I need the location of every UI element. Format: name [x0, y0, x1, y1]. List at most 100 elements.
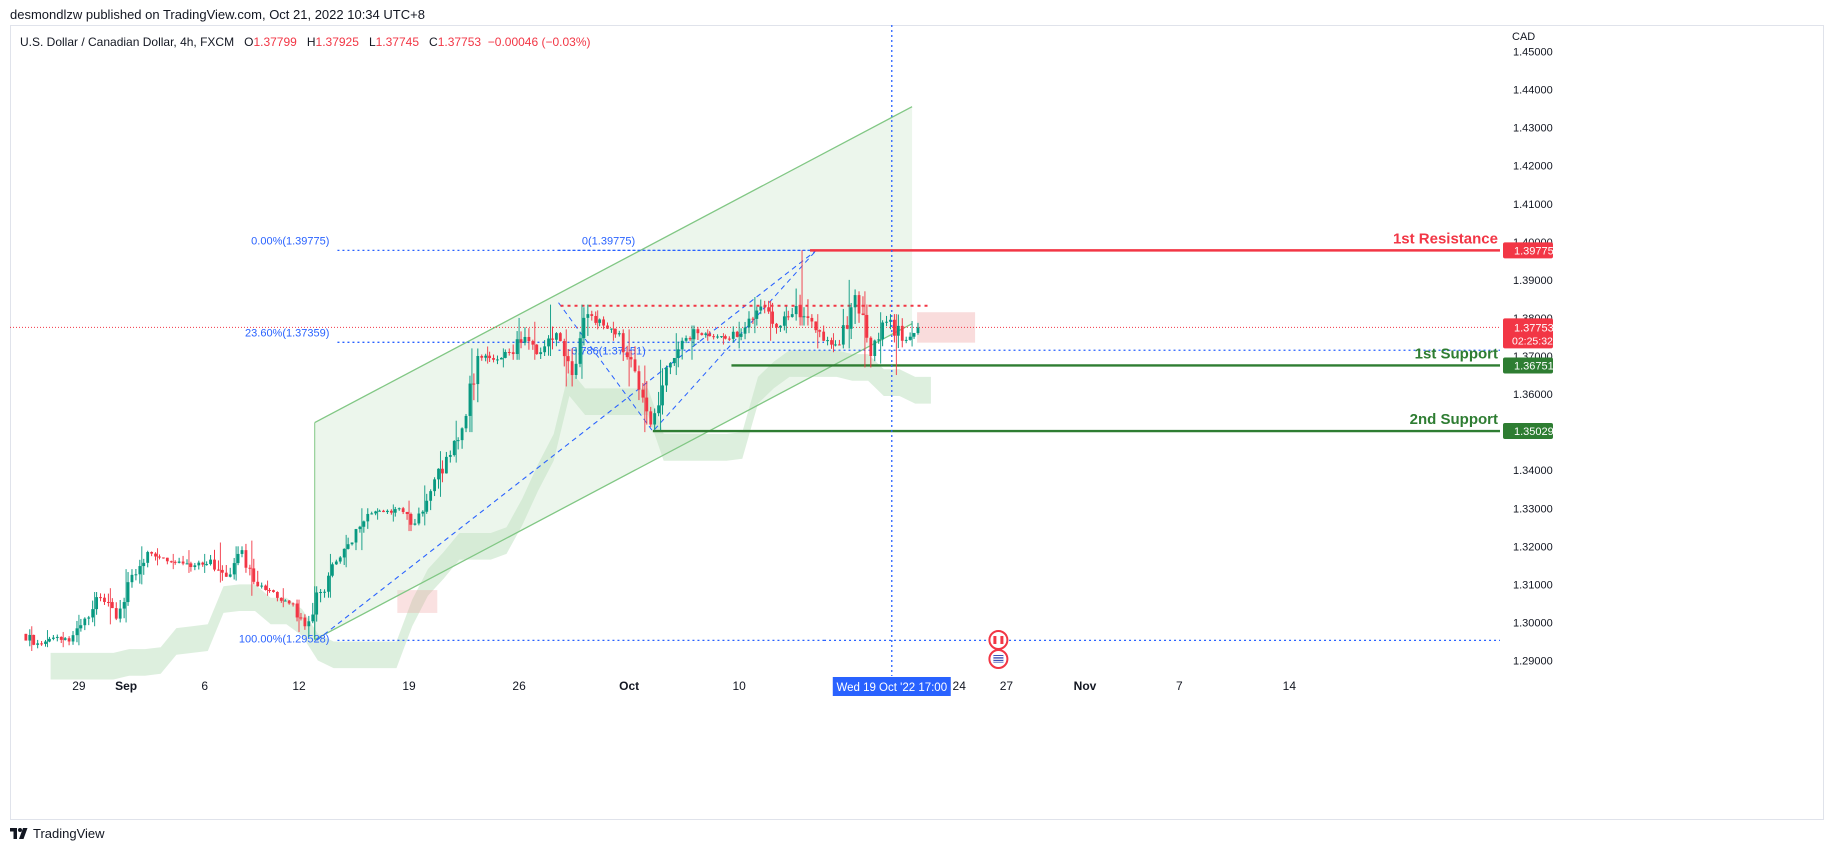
tradingview-logo[interactable]: TradingView [10, 826, 105, 841]
candle [358, 525, 362, 533]
candle [755, 306, 759, 326]
candle [771, 302, 774, 328]
candle [256, 570, 260, 587]
candle [71, 631, 75, 645]
candle-body [629, 357, 633, 360]
candle-body [543, 346, 547, 353]
candle [315, 586, 319, 622]
y-tick-label: 1.30000 [1513, 617, 1553, 629]
candle [562, 338, 566, 367]
candle [28, 629, 32, 647]
candle [822, 325, 826, 342]
candle [814, 321, 818, 333]
candle [397, 507, 401, 511]
candle-body [197, 562, 201, 566]
candle [802, 307, 806, 326]
candle-body [877, 339, 881, 341]
candle-body [779, 325, 782, 328]
footer[interactable]: TradingView [10, 826, 105, 841]
level-price-label-support: 1.35029 [1514, 426, 1554, 438]
candle [55, 634, 59, 642]
candle [610, 328, 613, 333]
symbol-name[interactable]: U.S. Dollar / Canadian Dollar, 4h, FXCM [20, 35, 235, 49]
candle-body [193, 565, 197, 568]
candle [849, 302, 853, 340]
candle [224, 565, 228, 577]
candle [213, 549, 216, 572]
candle [130, 569, 134, 588]
candle-body [507, 351, 511, 353]
candle-body [625, 352, 629, 358]
candle [389, 509, 393, 515]
candle [83, 617, 87, 631]
candle-body [366, 513, 370, 522]
candle-body [425, 500, 429, 512]
candle [456, 437, 460, 450]
candle-body [24, 633, 28, 641]
candle-body [743, 327, 747, 334]
candle-body [382, 510, 385, 513]
candle-body [224, 572, 228, 577]
candle [606, 322, 609, 329]
y-tick-label: 1.42000 [1513, 161, 1553, 173]
candle-body [209, 559, 212, 565]
candle [594, 311, 598, 326]
chart-frame[interactable] [10, 25, 1824, 820]
candle-body [232, 563, 236, 575]
y-tick-label: 1.44000 [1513, 85, 1553, 97]
level-price-tag-support [1503, 357, 1553, 374]
candle-body [716, 336, 719, 338]
candle-body [217, 569, 220, 571]
time-axis: 29Sep6121926Oct10172427Nov714Wed 19 Oct … [72, 677, 1296, 696]
candle-body [519, 339, 523, 343]
candle-body [633, 359, 637, 372]
candle-body [36, 643, 40, 645]
candle [201, 561, 205, 567]
candle [480, 354, 484, 361]
candle-body [814, 321, 818, 331]
candle [869, 336, 873, 368]
candle [900, 318, 904, 348]
candle [240, 546, 244, 558]
candle [138, 559, 142, 584]
candle [260, 582, 264, 589]
candle-body [763, 306, 767, 308]
candle-body [700, 333, 704, 335]
candle-body [865, 314, 869, 338]
candle [433, 477, 436, 497]
candle-body [358, 526, 362, 530]
candle-body [885, 321, 888, 323]
candle [374, 510, 378, 516]
candle-body [354, 529, 358, 543]
candle [362, 520, 366, 533]
candle-body [240, 550, 244, 554]
candle [173, 560, 177, 565]
candle [103, 593, 106, 605]
candle [590, 310, 594, 321]
candle [704, 332, 708, 338]
candle-body [421, 511, 425, 514]
candle-body [830, 340, 833, 345]
candle [488, 351, 492, 362]
candle [409, 512, 413, 532]
candle-body [350, 542, 354, 545]
candle [272, 589, 275, 593]
candle [158, 554, 161, 560]
candle [539, 347, 543, 359]
y-tick-label: 1.33000 [1513, 503, 1553, 515]
brand-name: TradingView [33, 826, 105, 841]
candle-body [696, 329, 700, 334]
candle [727, 336, 731, 341]
candle [735, 330, 739, 338]
candle [134, 568, 138, 581]
price-axis-bg [1505, 26, 1823, 673]
candle-body [676, 349, 680, 358]
candle-body [181, 561, 185, 564]
candle-body [413, 523, 417, 525]
candle-body [429, 491, 433, 501]
candle [401, 506, 405, 515]
candle [535, 344, 539, 355]
candle [743, 321, 747, 340]
candle [613, 328, 617, 338]
